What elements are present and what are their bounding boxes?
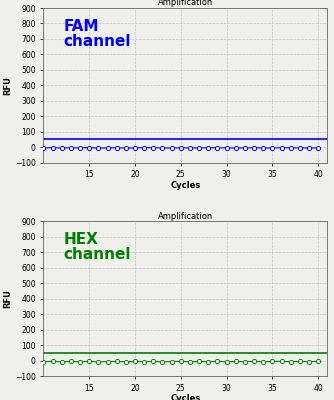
X-axis label: Cycles: Cycles bbox=[170, 394, 200, 400]
Text: HEX
channel: HEX channel bbox=[63, 232, 131, 262]
Title: Amplification: Amplification bbox=[158, 0, 213, 7]
Y-axis label: RFU: RFU bbox=[3, 289, 12, 308]
Title: Amplification: Amplification bbox=[158, 212, 213, 221]
Text: FAM
channel: FAM channel bbox=[63, 19, 131, 49]
X-axis label: Cycles: Cycles bbox=[170, 181, 200, 190]
Y-axis label: RFU: RFU bbox=[3, 76, 12, 95]
